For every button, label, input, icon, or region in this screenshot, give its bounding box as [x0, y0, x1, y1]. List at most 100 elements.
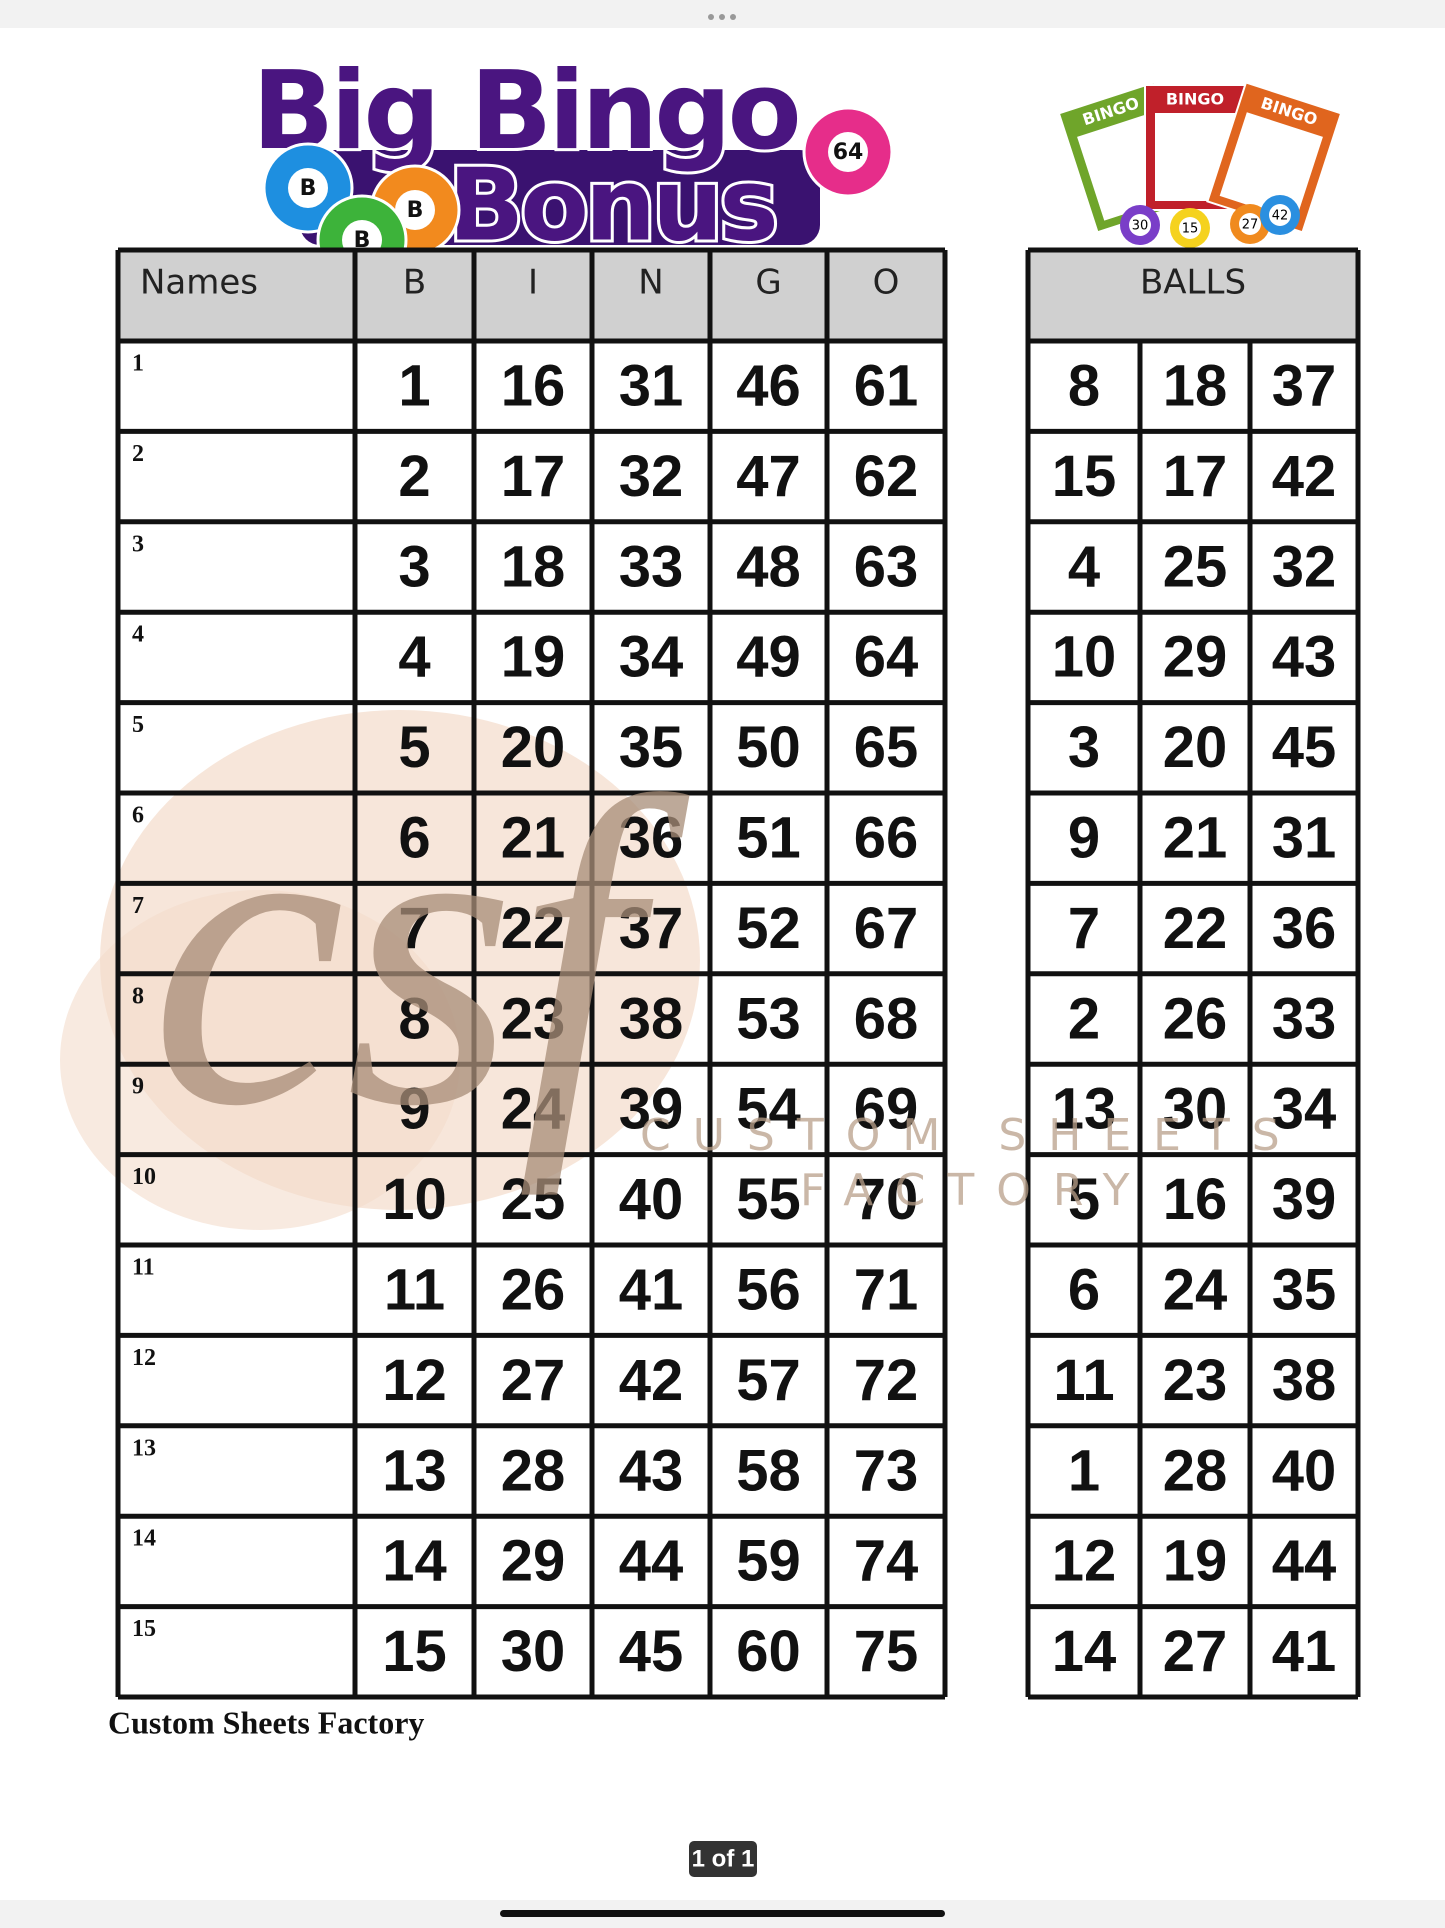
cell-number: 22: [501, 896, 566, 961]
ball-number: 44: [1272, 1529, 1337, 1594]
logo-word: Bonus: [448, 146, 775, 263]
cell-number: 37: [619, 896, 684, 961]
cell-number: 21: [501, 806, 566, 871]
ball-number: 22: [1163, 896, 1228, 961]
ball-number: 37: [1272, 354, 1337, 419]
ball-number: 29: [1163, 625, 1228, 690]
ball-number: 38: [1272, 1348, 1337, 1413]
ball-number: 26: [1163, 986, 1228, 1051]
cell-number: 63: [854, 534, 919, 599]
ball-number: 21: [1163, 806, 1228, 871]
cell-number: 1: [398, 354, 430, 419]
illus-ball-face: [1179, 217, 1201, 239]
ball-number: 7: [1068, 896, 1100, 961]
illus-ball-text: 42: [1272, 209, 1289, 224]
illus-ball-text: 15: [1182, 222, 1199, 237]
cell-number: 65: [854, 715, 919, 780]
cell-number: 35: [619, 715, 684, 780]
cell-number: 30: [501, 1619, 566, 1684]
logo-ball-face: [395, 190, 435, 230]
cell-number: 50: [736, 715, 801, 780]
cell-number: 6: [398, 806, 430, 871]
cell-number: 57: [736, 1348, 801, 1413]
cell-number: 16: [501, 354, 566, 419]
ball-number: 34: [1272, 1077, 1337, 1142]
cell-number: 29: [501, 1529, 566, 1594]
illus-ball-face: [1239, 213, 1261, 235]
row-label: 10: [132, 1164, 156, 1190]
page-indicator-bg: [689, 1841, 757, 1877]
cell-number: 11: [384, 1258, 445, 1323]
cell-number: 58: [736, 1438, 801, 1503]
ball-number: 15: [1052, 444, 1117, 509]
ball-number: 32: [1272, 534, 1337, 599]
cell-number: 67: [854, 896, 919, 961]
cell-number: 49: [736, 625, 801, 690]
ball-number: 12: [1052, 1529, 1117, 1594]
cell-number: 55: [736, 1167, 801, 1232]
cell-number: 4: [398, 625, 430, 690]
cell-number: 3: [398, 534, 430, 599]
column-header: G: [755, 263, 781, 303]
cell-number: 25: [501, 1167, 566, 1232]
cell-number: 53: [736, 986, 801, 1051]
column-header: Names: [140, 263, 258, 303]
cell-number: 17: [501, 444, 566, 509]
card-title: BINGO: [1166, 90, 1224, 109]
ball-number: 42: [1272, 444, 1337, 509]
cell-number: 33: [619, 534, 684, 599]
handle-dot: [730, 14, 736, 20]
handle-dot: [708, 14, 714, 20]
cell-number: 66: [854, 806, 919, 871]
logo-ball-text: 64: [833, 140, 864, 165]
logo-ball-text: B: [407, 198, 424, 223]
page-indicator: 1 of 1: [692, 1845, 755, 1872]
ball-number: 10: [1052, 625, 1117, 690]
cell-number: 46: [736, 354, 801, 419]
cell-number: 9: [398, 1077, 430, 1142]
ball-number: 25: [1163, 534, 1228, 599]
column-header: N: [638, 263, 663, 303]
row-label: 3: [132, 531, 144, 557]
cell-number: 71: [854, 1258, 919, 1323]
handle-dot: [719, 14, 725, 20]
cell-number: 8: [398, 986, 430, 1051]
cell-number: 20: [501, 715, 566, 780]
ball-number: 28: [1163, 1438, 1228, 1503]
row-label: 2: [132, 441, 144, 467]
cell-number: 28: [501, 1438, 566, 1503]
cell-number: 44: [619, 1529, 684, 1594]
top-bar: [0, 0, 1445, 28]
cell-number: 56: [736, 1258, 801, 1323]
logo-word: Bingo: [470, 49, 798, 174]
illus-ball-text: 30: [1132, 219, 1149, 234]
row-label: 6: [132, 803, 144, 829]
ball-number: 14: [1052, 1619, 1117, 1684]
cell-number: 47: [736, 444, 801, 509]
logo-ball-text: B: [300, 176, 317, 201]
ball-number: 20: [1163, 715, 1228, 780]
cell-number: 70: [854, 1167, 919, 1232]
ball-number: 39: [1272, 1167, 1337, 1232]
ball-number: 45: [1272, 715, 1337, 780]
logo-word: Big: [252, 49, 437, 174]
cell-number: 74: [854, 1529, 919, 1594]
cell-number: 64: [854, 625, 919, 690]
ball-number: 35: [1272, 1258, 1337, 1323]
row-label: 9: [132, 1074, 144, 1100]
logo-ball-face: [828, 132, 868, 172]
cell-number: 32: [619, 444, 684, 509]
row-label: 13: [132, 1435, 156, 1461]
ball-number: 40: [1272, 1438, 1337, 1503]
cell-number: 38: [619, 986, 684, 1051]
ball-number: 8: [1068, 354, 1100, 419]
cell-number: 13: [382, 1438, 447, 1503]
cell-number: 69: [854, 1077, 919, 1142]
ball-number: 43: [1272, 625, 1337, 690]
ball-number: 6: [1068, 1258, 1100, 1323]
cell-number: 18: [501, 534, 566, 599]
logo-ball-text: B: [354, 228, 371, 253]
column-header: B: [403, 263, 426, 303]
ball-number: 19: [1163, 1529, 1228, 1594]
cell-number: 60: [736, 1619, 801, 1684]
